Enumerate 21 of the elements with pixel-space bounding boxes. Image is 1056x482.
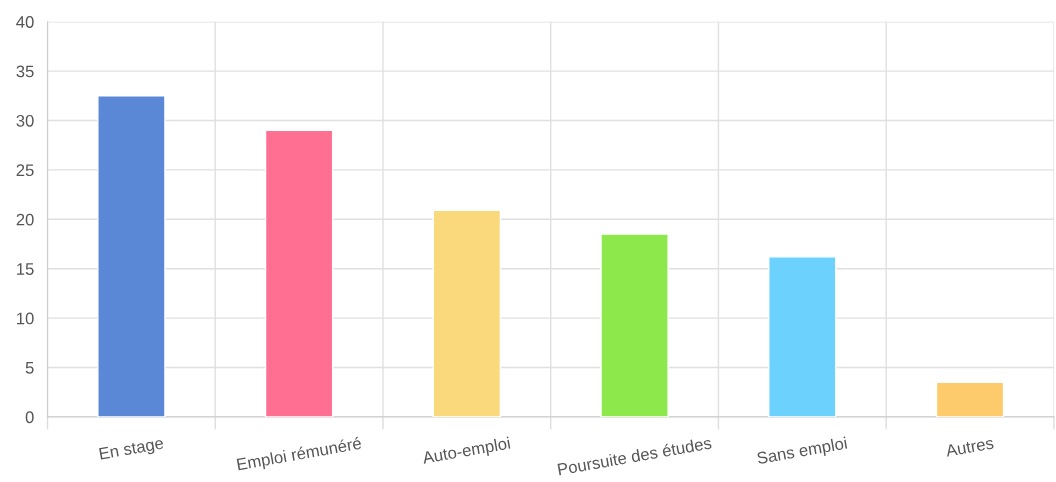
bar — [768, 256, 837, 417]
x-tick-label: Autres — [945, 437, 994, 457]
bar — [264, 129, 334, 417]
y-tick-label: 40 — [16, 16, 34, 28]
bar — [97, 95, 166, 417]
y-tick-label: 0 — [25, 411, 34, 424]
bar — [935, 381, 1005, 417]
bar — [600, 233, 669, 417]
x-tick-label: Poursuite des études — [557, 436, 712, 476]
bar — [432, 209, 502, 417]
x-tick-label: En stage — [99, 437, 165, 463]
y-tick-label: 25 — [16, 164, 34, 177]
x-tick-label: Emploi rémunéré — [236, 436, 363, 474]
x-tick-label: Sans emploi — [756, 436, 848, 468]
y-tick-label: 20 — [16, 213, 34, 226]
y-tick-label: 5 — [25, 362, 34, 374]
y-tick-label: 30 — [16, 114, 34, 127]
x-tick-label: Auto-emploi — [421, 436, 511, 468]
y-tick-label: 15 — [17, 263, 34, 275]
y-tick-label: 35 — [16, 65, 34, 78]
y-tick-label: 10 — [17, 312, 34, 325]
